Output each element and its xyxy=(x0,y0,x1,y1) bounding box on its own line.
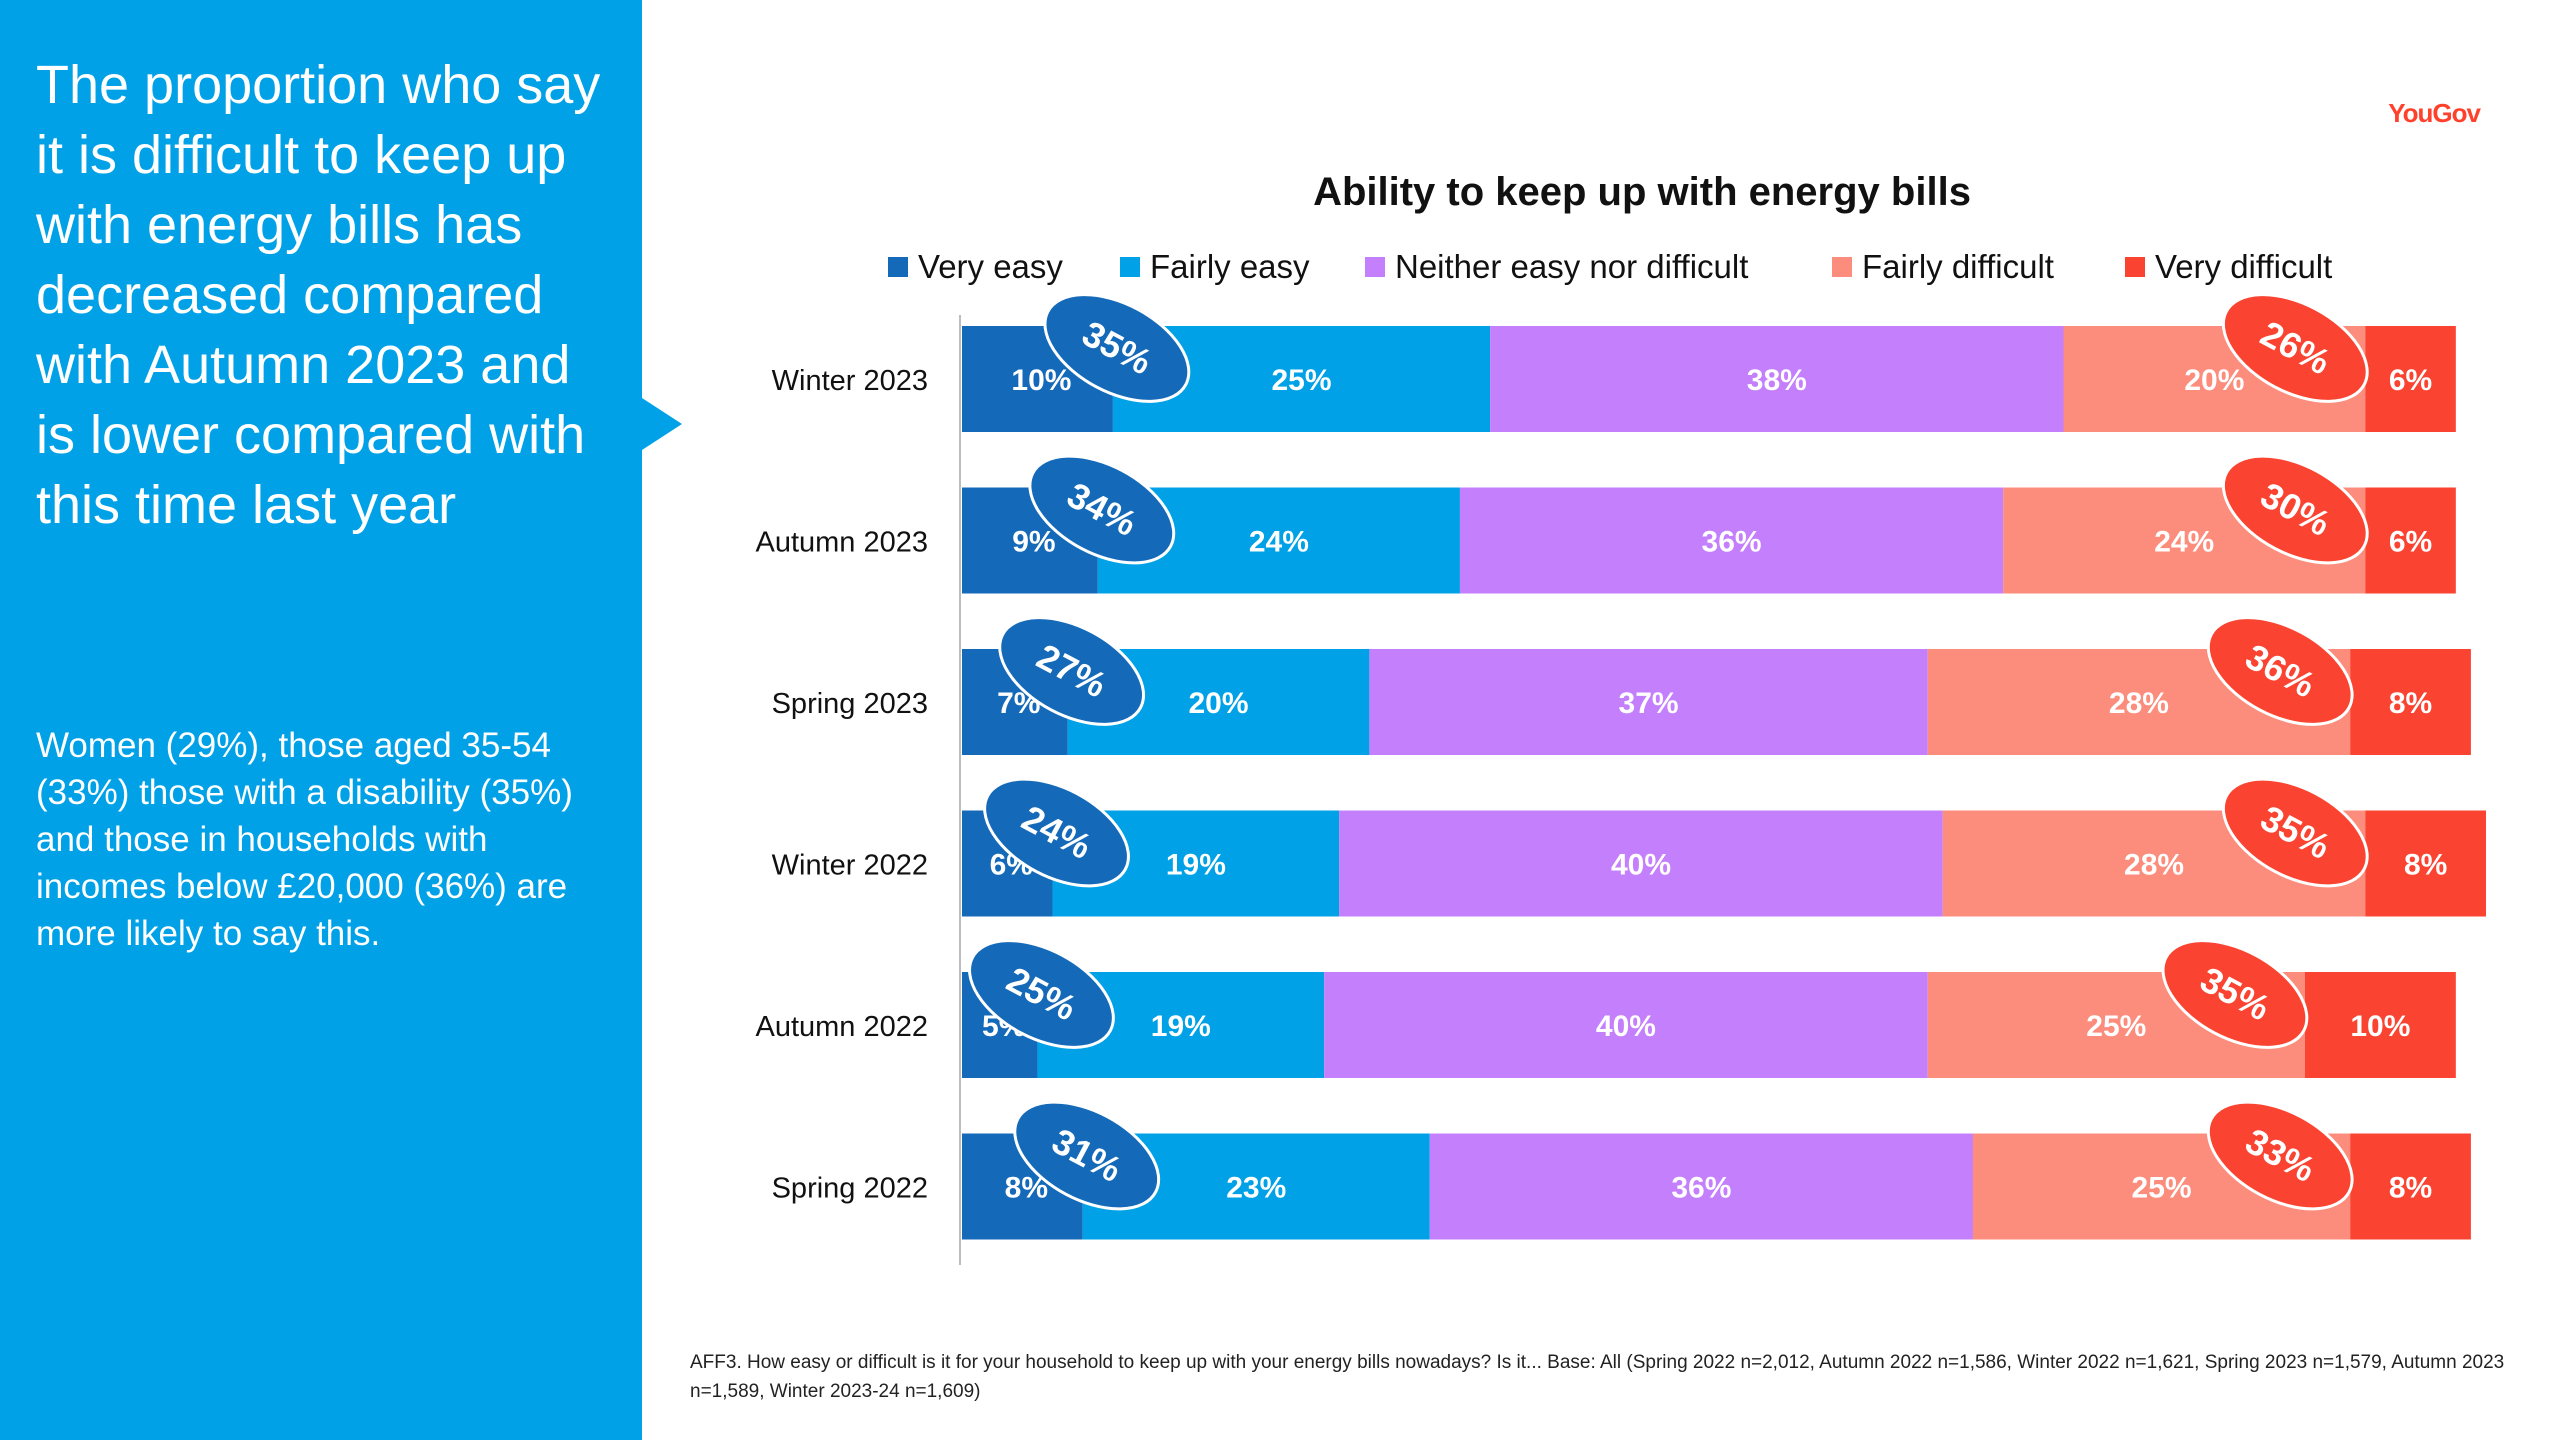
data-label: 23% xyxy=(1226,1172,1286,1205)
bar-segment-4 xyxy=(2350,1133,2471,1240)
sidebar-pointer-arrow xyxy=(642,398,682,450)
net-difficult-ellipse xyxy=(2221,293,2369,403)
net-easy-ellipse xyxy=(1043,293,1191,403)
legend-label-0: Very easy xyxy=(918,248,1063,285)
category-label: Spring 2022 xyxy=(772,1173,928,1205)
category-label: Autumn 2022 xyxy=(755,1011,928,1043)
bar-segment-2 xyxy=(1369,649,1928,755)
bar-segment-4 xyxy=(2304,972,2456,1078)
data-label: 8% xyxy=(2404,849,2447,882)
net-easy-ellipse xyxy=(968,939,1115,1049)
category-label: Autumn 2023 xyxy=(755,527,928,559)
bar-segment-2 xyxy=(1339,810,1943,917)
data-label: 28% xyxy=(2124,849,2184,882)
data-label: 6% xyxy=(2389,526,2432,559)
bar-segment-4 xyxy=(2365,810,2486,917)
data-label: 8% xyxy=(2389,687,2432,720)
footnote: AFF3. How easy or difficult is it for yo… xyxy=(690,1352,2505,1402)
legend-swatch-1 xyxy=(1120,257,1140,277)
data-label: 24% xyxy=(1249,526,1309,559)
legend-label-3: Fairly difficult xyxy=(1862,248,2054,285)
net-difficult-ellipse xyxy=(2161,939,2309,1049)
data-label: 20% xyxy=(2184,364,2244,397)
data-label: 6% xyxy=(2389,364,2432,397)
data-label: 36% xyxy=(1702,526,1762,559)
data-label: 25% xyxy=(1271,364,1331,397)
data-label: 10% xyxy=(2350,1010,2410,1043)
net-difficult-ellipse xyxy=(2206,1100,2354,1211)
bar-segment-2 xyxy=(1324,972,1928,1078)
bar-segment-4 xyxy=(2365,487,2456,594)
legend-swatch-0 xyxy=(888,257,908,277)
data-label: 40% xyxy=(1596,1010,1656,1043)
category-label: Winter 2023 xyxy=(772,365,928,397)
data-label: 37% xyxy=(1619,687,1679,720)
net-easy-ellipse xyxy=(998,616,1146,726)
data-label: 25% xyxy=(2086,1010,2146,1043)
data-label: 8% xyxy=(2389,1172,2432,1205)
data-label: 19% xyxy=(1166,849,1226,882)
sidebar-panel: The proportion who say it is difficult t… xyxy=(0,0,642,1440)
legend-label-4: Very difficult xyxy=(2155,248,2332,285)
net-easy-ellipse xyxy=(1013,1100,1161,1211)
net-difficult-ellipse xyxy=(2221,777,2369,888)
data-label: 25% xyxy=(2132,1172,2192,1205)
net-easy-ellipse xyxy=(983,777,1130,888)
headline-text: The proportion who say it is difficult t… xyxy=(36,55,601,535)
data-label: 38% xyxy=(1747,364,1807,397)
net-difficult-ellipse xyxy=(2206,616,2354,726)
legend-swatch-4 xyxy=(2125,257,2145,277)
chart-title: Ability to keep up with energy bills xyxy=(1313,170,1971,214)
category-label: Spring 2023 xyxy=(772,688,928,720)
bar-segment-2 xyxy=(1429,1133,1973,1240)
data-label: 20% xyxy=(1188,687,1248,720)
bar-segment-4 xyxy=(2365,326,2456,432)
data-label: 28% xyxy=(2109,687,2169,720)
data-label: 9% xyxy=(1012,526,1055,559)
legend-swatch-3 xyxy=(1832,257,1852,277)
bar-segment-2 xyxy=(1490,326,2064,432)
data-label: 10% xyxy=(1011,364,1071,397)
net-difficult-ellipse xyxy=(2221,454,2369,565)
bar-segment-4 xyxy=(2350,649,2471,755)
detail-text: Women (29%), those aged 35-54 (33%) thos… xyxy=(36,726,573,953)
data-label: 19% xyxy=(1151,1010,1211,1043)
legend-label-2: Neither easy nor difficult xyxy=(1395,248,1748,285)
data-label: 24% xyxy=(2154,526,2214,559)
data-label: 36% xyxy=(1671,1172,1731,1205)
yougov-logo: YouGov xyxy=(2388,98,2481,128)
data-label: 40% xyxy=(1611,849,1671,882)
net-easy-ellipse xyxy=(1028,454,1176,565)
legend-label-1: Fairly easy xyxy=(1150,248,1310,285)
bar-segment-2 xyxy=(1459,487,2004,594)
category-label: Winter 2022 xyxy=(772,850,928,882)
legend-swatch-2 xyxy=(1365,257,1385,277)
